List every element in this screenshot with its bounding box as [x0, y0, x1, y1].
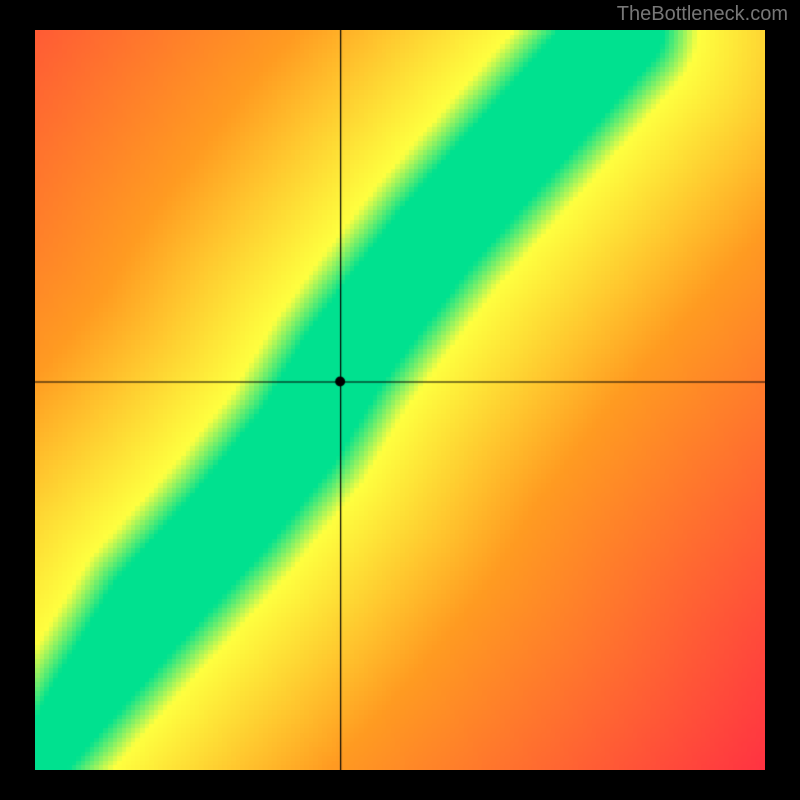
heatmap-plot	[35, 30, 765, 770]
watermark-text: TheBottleneck.com	[617, 3, 788, 26]
chart-container: TheBottleneck.com	[0, 0, 800, 800]
